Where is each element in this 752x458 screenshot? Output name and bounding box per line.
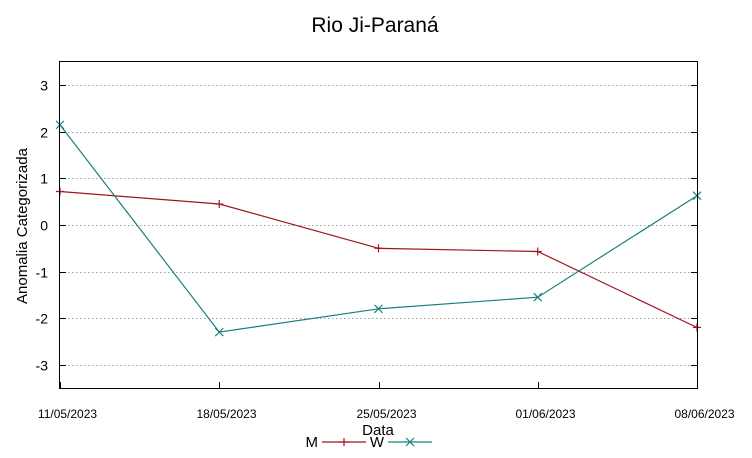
series-line-W (59, 124, 698, 333)
y-tick-label-6: -3 (36, 358, 49, 374)
y-axis-ticks: 3 2 1 0 -1 -2 -3 (36, 78, 697, 374)
series-M (56, 187, 701, 332)
y-axis-label: Anomalia Categorizada (14, 147, 31, 304)
data-point-W-1 (214, 327, 224, 337)
series-W (55, 120, 702, 337)
y-tick-label-3: 0 (40, 218, 48, 234)
y-tick-label-1: 2 (40, 125, 48, 141)
y-tick-label-5: -2 (36, 311, 49, 327)
legend-marker-W (405, 437, 415, 447)
data-point-M-2 (374, 244, 383, 253)
x-axis-ticks: 11/05/2023 18/05/2023 25/05/2023 01/06/2023… (38, 382, 735, 421)
plot-frame (59, 61, 698, 389)
y-tick-label-0: 3 (40, 78, 48, 94)
x-tick-label-3: 01/06/2023 (515, 407, 575, 421)
x-tick-label-2: 25/05/2023 (356, 407, 416, 421)
x-tick-label-0: 11/05/2023 (38, 407, 97, 421)
data-point-M-3 (533, 247, 542, 256)
x-tick-label-4: 08/06/2023 (674, 407, 734, 421)
data-point-W-2 (374, 304, 383, 314)
y-tick-label-2: 1 (40, 171, 48, 187)
data-point-W-3 (533, 292, 543, 302)
chart-title: Rio Ji-Paraná (311, 14, 439, 37)
data-point-M-1 (215, 200, 224, 209)
legend-label-W: W (370, 434, 385, 451)
grid-lines (60, 85, 697, 366)
x-axis-label: Data (362, 422, 394, 439)
legend-marker-M (340, 438, 348, 446)
legend-label-M: M (306, 434, 319, 451)
series-line-M (59, 190, 698, 329)
series-group (55, 120, 702, 337)
x-tick-label-1: 18/05/2023 (196, 407, 256, 421)
y-tick-label-4: -1 (36, 265, 49, 281)
